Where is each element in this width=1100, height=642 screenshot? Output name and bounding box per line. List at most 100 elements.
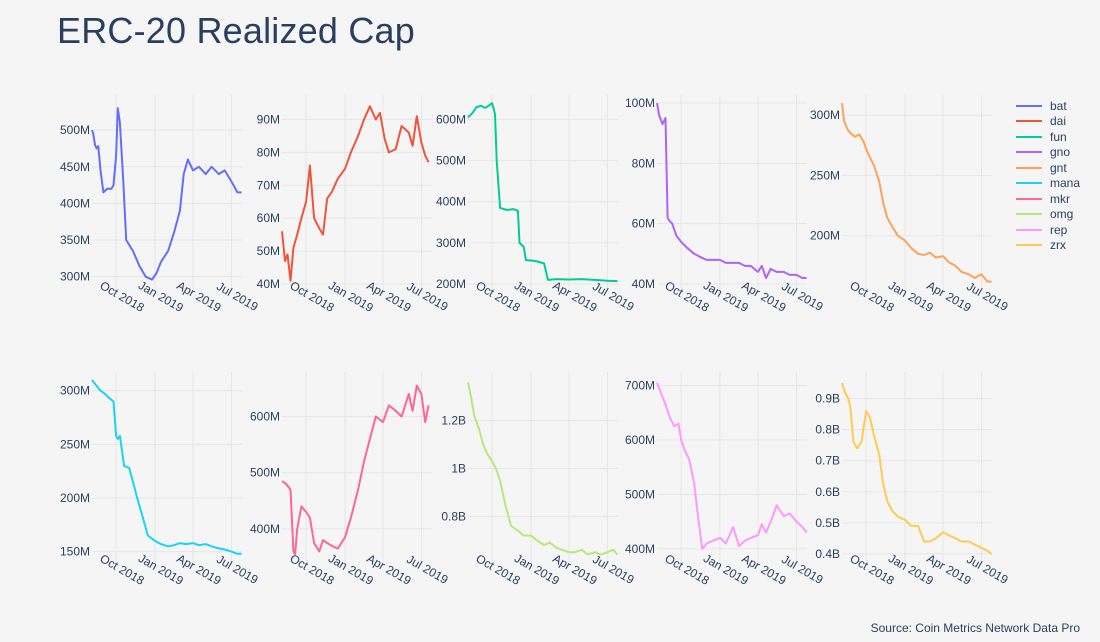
y-tick-label: 60M xyxy=(632,217,655,231)
y-tick-label: 300M xyxy=(436,236,466,250)
legend-swatch xyxy=(1016,166,1042,169)
legend-item-zrx[interactable]: zrx xyxy=(1016,238,1080,254)
legend-item-mana[interactable]: mana xyxy=(1016,176,1080,192)
series-line-rep[interactable] xyxy=(656,382,808,550)
legend-label: dai xyxy=(1050,114,1067,129)
legend-swatch xyxy=(1016,135,1042,138)
legend-label: gno xyxy=(1050,145,1071,160)
legend-label: mana xyxy=(1050,176,1081,191)
y-tick-label: 150M xyxy=(60,545,90,559)
legend-label: bat xyxy=(1050,98,1067,113)
y-tick-label: 100M xyxy=(625,96,655,110)
y-tick-label: 70M xyxy=(257,178,280,192)
y-tick-label: 1.2B xyxy=(441,414,466,428)
x-tick-label: Jul 2019 xyxy=(964,552,1011,587)
y-tick-label: 300M xyxy=(60,384,90,398)
legend-swatch xyxy=(1016,197,1042,200)
series-line-bat[interactable] xyxy=(91,107,242,281)
legend-item-dai[interactable]: dai xyxy=(1016,114,1080,130)
y-tick-label: 200M xyxy=(436,277,466,291)
legend-swatch xyxy=(1016,182,1042,185)
series-line-mana[interactable] xyxy=(91,379,242,555)
y-tick-label: 0.6B xyxy=(815,485,840,499)
y-tick-label: 500M xyxy=(250,466,280,480)
y-tick-label: 50M xyxy=(257,244,280,258)
legend-item-bat[interactable]: bat xyxy=(1016,98,1080,114)
y-tick-label: 0.7B xyxy=(815,454,840,468)
y-tick-label: 40M xyxy=(257,277,280,291)
series-line-mkr[interactable] xyxy=(281,384,430,556)
series-line-gno[interactable] xyxy=(656,102,807,279)
series-line-omg[interactable] xyxy=(467,382,619,556)
y-tick-label: 0.9B xyxy=(815,392,840,406)
legend-item-gno[interactable]: gno xyxy=(1016,145,1080,161)
legend-item-mkr[interactable]: mkr xyxy=(1016,191,1080,207)
y-tick-label: 1B xyxy=(451,462,466,476)
y-tick-label: 250M xyxy=(60,437,90,451)
legend-item-rep[interactable]: rep xyxy=(1016,222,1080,238)
legend-label: zrx xyxy=(1050,238,1066,253)
series-line-dai[interactable] xyxy=(281,105,430,282)
y-tick-label: 500M xyxy=(60,123,90,137)
x-tick-label: Jul 2019 xyxy=(590,552,637,587)
legend-swatch xyxy=(1016,104,1042,107)
y-tick-label: 600M xyxy=(625,433,655,447)
y-tick-label: 450M xyxy=(60,160,90,174)
y-tick-label: 400M xyxy=(625,542,655,556)
y-tick-label: 60M xyxy=(257,211,280,225)
series-line-fun[interactable] xyxy=(467,102,618,283)
y-tick-label: 400M xyxy=(436,195,466,209)
page-title: ERC-20 Realized Cap xyxy=(57,10,415,51)
legend-label: gnt xyxy=(1050,160,1067,175)
y-tick-label: 400M xyxy=(250,522,280,536)
y-tick-label: 300M xyxy=(60,270,90,284)
y-tick-label: 200M xyxy=(60,491,90,505)
legend-swatch xyxy=(1016,228,1042,231)
y-tick-label: 0.5B xyxy=(815,516,840,530)
x-tick-label: Jul 2019 xyxy=(214,552,261,587)
series-line-gnt[interactable] xyxy=(841,102,992,283)
y-tick-label: 80M xyxy=(632,156,655,170)
y-tick-label: 700M xyxy=(625,378,655,392)
y-tick-label: 400M xyxy=(60,196,90,210)
y-tick-label: 300M xyxy=(810,108,840,122)
y-tick-label: 600M xyxy=(250,410,280,424)
y-tick-label: 200M xyxy=(810,229,840,243)
legend-label: rep xyxy=(1050,222,1068,237)
legend-item-fun[interactable]: fun xyxy=(1016,129,1080,145)
y-tick-label: 600M xyxy=(436,112,466,126)
x-tick-label: Jul 2019 xyxy=(964,279,1011,314)
legend-label: mkr xyxy=(1050,191,1070,206)
legend-item-omg[interactable]: omg xyxy=(1016,207,1080,223)
legend: bat dai fun gno gnt mana mkr omg rep zrx xyxy=(1016,98,1080,253)
y-tick-label: 500M xyxy=(436,154,466,168)
y-tick-label: 90M xyxy=(257,112,280,126)
series-line-zrx[interactable] xyxy=(841,382,993,555)
x-tick-label: Jul 2019 xyxy=(404,552,451,587)
y-tick-label: 80M xyxy=(257,145,280,159)
legend-label: omg xyxy=(1050,207,1074,222)
y-tick-label: 0.8B xyxy=(441,509,466,523)
legend-swatch xyxy=(1016,151,1042,154)
y-tick-label: 350M xyxy=(60,233,90,247)
x-tick-label: Jul 2019 xyxy=(214,279,261,314)
y-tick-label: 40M xyxy=(632,277,655,291)
legend-label: fun xyxy=(1050,129,1067,144)
y-tick-label: 0.4B xyxy=(815,547,840,561)
legend-swatch xyxy=(1016,213,1042,216)
source-note: Source: Coin Metrics Network Data Pro xyxy=(870,621,1080,635)
y-tick-label: 250M xyxy=(810,168,840,182)
y-tick-label: 0.8B xyxy=(815,423,840,437)
legend-item-gnt[interactable]: gnt xyxy=(1016,160,1080,176)
